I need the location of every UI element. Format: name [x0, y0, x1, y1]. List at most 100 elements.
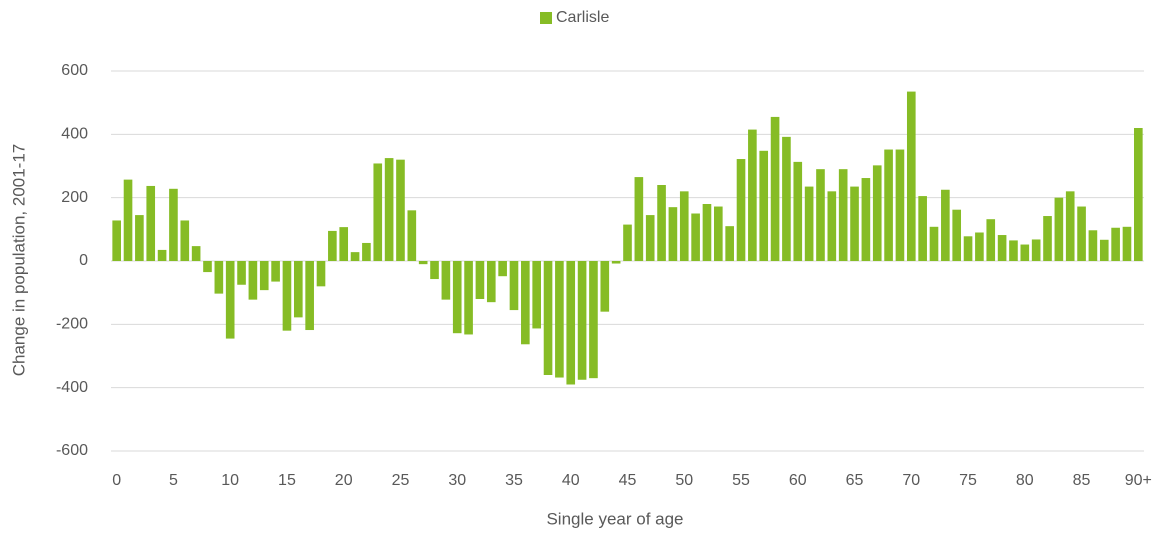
bar: [486, 261, 496, 303]
bar: [804, 186, 814, 261]
bar: [146, 185, 156, 261]
bar: [1099, 239, 1109, 261]
bar: [430, 261, 439, 280]
bar: [702, 204, 712, 261]
bar: [373, 163, 383, 261]
bar: [997, 235, 1007, 261]
bar: [1111, 227, 1120, 261]
bar: [645, 215, 655, 261]
bar: [657, 185, 666, 261]
bar: [475, 261, 485, 299]
bar: [157, 249, 167, 261]
bar: [566, 261, 576, 385]
bar: [691, 213, 700, 261]
bar: [169, 188, 178, 261]
bar: [384, 158, 394, 261]
bar: [748, 129, 757, 261]
x-tick-label: 15: [278, 472, 296, 489]
x-axis-title: Single year of age: [546, 509, 683, 528]
x-tick-label: 60: [789, 472, 807, 489]
bar: [464, 261, 473, 335]
x-tick-label: 80: [1016, 472, 1034, 489]
bar: [952, 209, 962, 261]
bar: [214, 261, 224, 294]
bar: [1054, 197, 1064, 261]
bar: [1077, 206, 1086, 261]
bar: [1122, 226, 1132, 261]
y-tick-label: -200: [56, 316, 88, 333]
x-tick-label: 85: [1073, 472, 1091, 489]
bar: [441, 261, 451, 300]
x-tick-label: 40: [562, 472, 580, 489]
bar: [350, 252, 360, 261]
bar: [1009, 240, 1018, 261]
bar: [396, 159, 405, 261]
bar: [975, 232, 984, 261]
bar: [498, 261, 507, 277]
y-tick-label: -400: [56, 379, 88, 396]
bar: [577, 261, 587, 380]
bar: [1134, 128, 1143, 261]
bar: [827, 191, 837, 261]
x-tick-label: 5: [169, 472, 178, 489]
bar: [339, 227, 349, 261]
y-axis-title: Change in population, 2001-17: [9, 144, 28, 377]
y-tick-label: 200: [61, 189, 88, 206]
bar: [872, 165, 882, 261]
bar: [1043, 216, 1052, 261]
y-tick-label: 600: [61, 62, 88, 79]
bar: [248, 261, 258, 300]
x-tick-label: 35: [505, 472, 523, 489]
bar: [180, 220, 190, 261]
bar: [918, 196, 927, 261]
x-tick-label: 0: [112, 472, 121, 489]
bar: [135, 215, 144, 261]
bar: [838, 169, 848, 261]
bar: [1088, 230, 1098, 261]
bar: [782, 136, 791, 261]
bar: [941, 189, 950, 261]
bar: [532, 261, 542, 329]
bar: [316, 261, 326, 287]
x-tick-label: 65: [846, 472, 864, 489]
x-tick-label: 30: [448, 472, 466, 489]
bar: [123, 179, 133, 261]
x-tick-label: 25: [392, 472, 410, 489]
bar: [225, 261, 235, 339]
bar: [679, 191, 689, 261]
bar: [736, 159, 746, 261]
bar: [203, 261, 212, 273]
bar: [770, 116, 780, 262]
bar: [452, 261, 462, 334]
bar: [623, 224, 632, 261]
x-tick-label: 50: [675, 472, 693, 489]
x-tick-label: 20: [335, 472, 353, 489]
bar: [963, 236, 973, 261]
bar: [362, 242, 371, 261]
bar: [282, 261, 292, 331]
y-tick-label: 400: [61, 126, 88, 143]
bar: [543, 261, 553, 375]
bar: [237, 261, 246, 285]
bar: [600, 261, 610, 312]
bar: [1020, 244, 1030, 261]
bar: [850, 186, 859, 261]
bar: [418, 261, 428, 265]
bar: [816, 169, 825, 261]
bar: [589, 261, 598, 379]
x-tick-label: 55: [732, 472, 750, 489]
bar: [793, 161, 803, 261]
y-tick-label: -600: [56, 442, 88, 459]
bar: [328, 230, 337, 261]
y-tick-label: 0: [79, 252, 88, 269]
x-tick-label: 10: [221, 472, 239, 489]
legend-label: Carlisle: [556, 9, 609, 26]
bar: [725, 226, 734, 261]
bar: [305, 261, 314, 331]
bar: [191, 246, 201, 261]
bar: [929, 226, 939, 261]
legend-swatch: [540, 12, 552, 24]
x-tick-label: 45: [619, 472, 637, 489]
